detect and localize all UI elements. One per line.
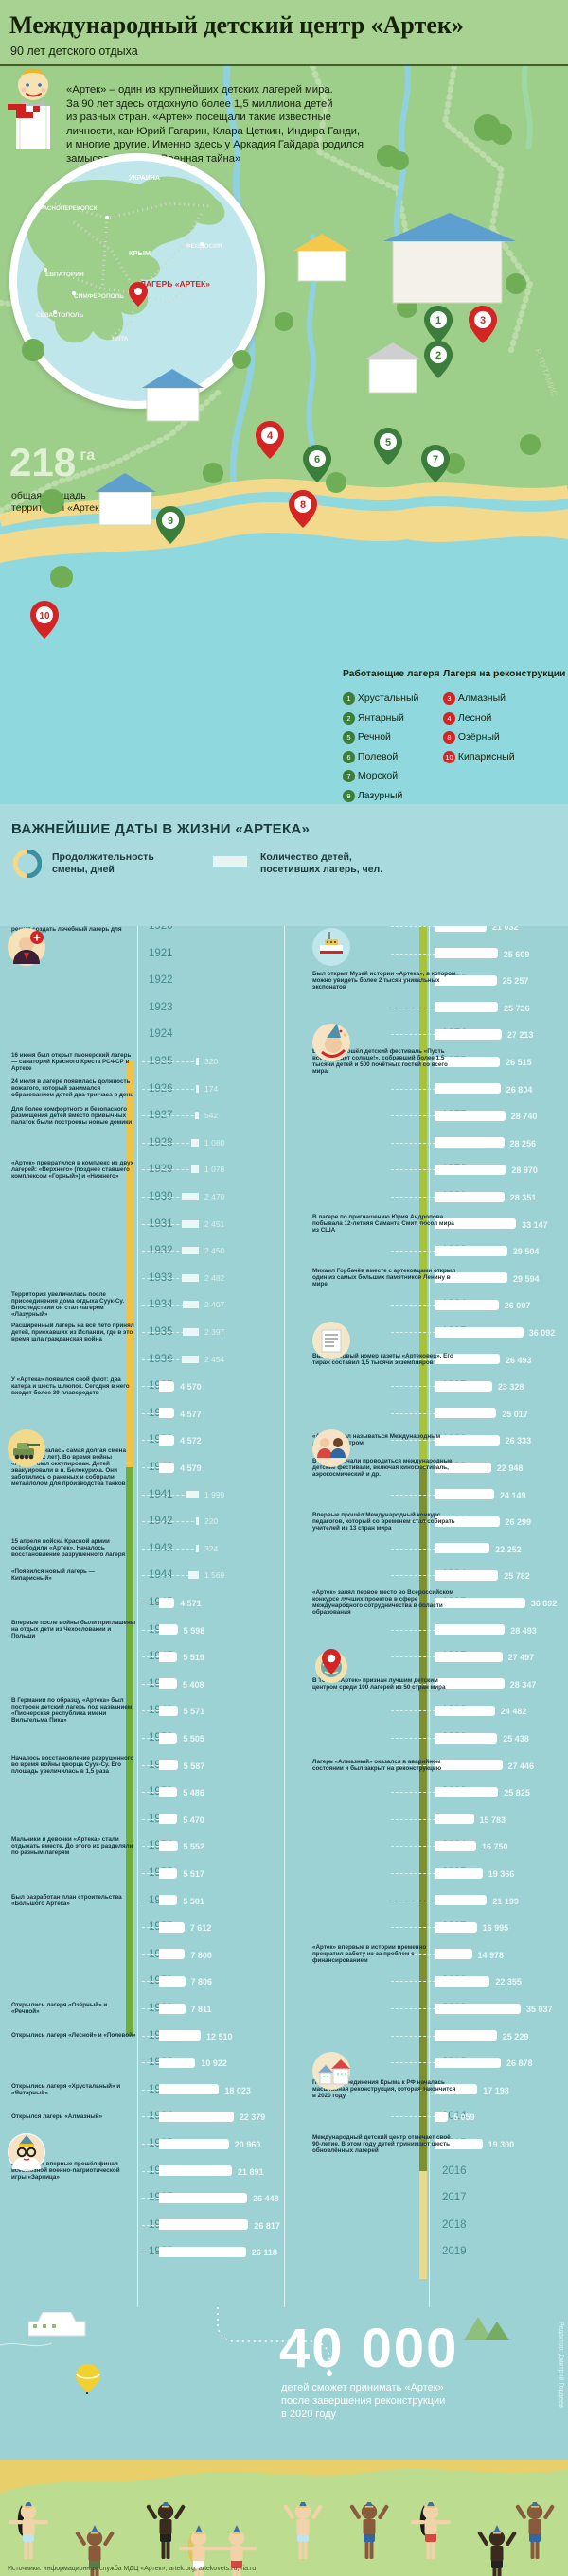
- svg-text:4: 4: [267, 430, 274, 442]
- svg-text:СЕВАСТОПОЛЬ: СЕВАСТОПОЛЬ: [36, 312, 83, 319]
- svg-text:10: 10: [39, 611, 50, 622]
- svg-text:6: 6: [314, 454, 320, 465]
- svg-text:7: 7: [433, 454, 438, 465]
- svg-text:8: 8: [300, 499, 306, 511]
- svg-text:КРАСНОПЕРЕКОПСК: КРАСНОПЕРЕКОПСК: [36, 205, 98, 212]
- svg-text:СИМФЕРОПОЛЬ: СИМФЕРОПОЛЬ: [74, 293, 124, 300]
- svg-text:КРЫМ: КРЫМ: [129, 249, 151, 257]
- svg-text:9: 9: [168, 516, 173, 527]
- svg-text:ЕВПАТОРИЯ: ЕВПАТОРИЯ: [45, 272, 84, 278]
- svg-text:ЯЛТА: ЯЛТА: [112, 336, 129, 342]
- svg-text:УКРАИНА: УКРАИНА: [129, 175, 160, 182]
- svg-text:2: 2: [435, 350, 441, 361]
- svg-text:ФЕОДОСИЯ: ФЕОДОСИЯ: [186, 243, 222, 250]
- svg-text:3: 3: [480, 315, 486, 326]
- svg-text:1: 1: [435, 315, 441, 326]
- svg-text:5: 5: [385, 437, 391, 448]
- svg-text:Р. ПУТАМИС: Р. ПУТАМИС: [533, 347, 559, 398]
